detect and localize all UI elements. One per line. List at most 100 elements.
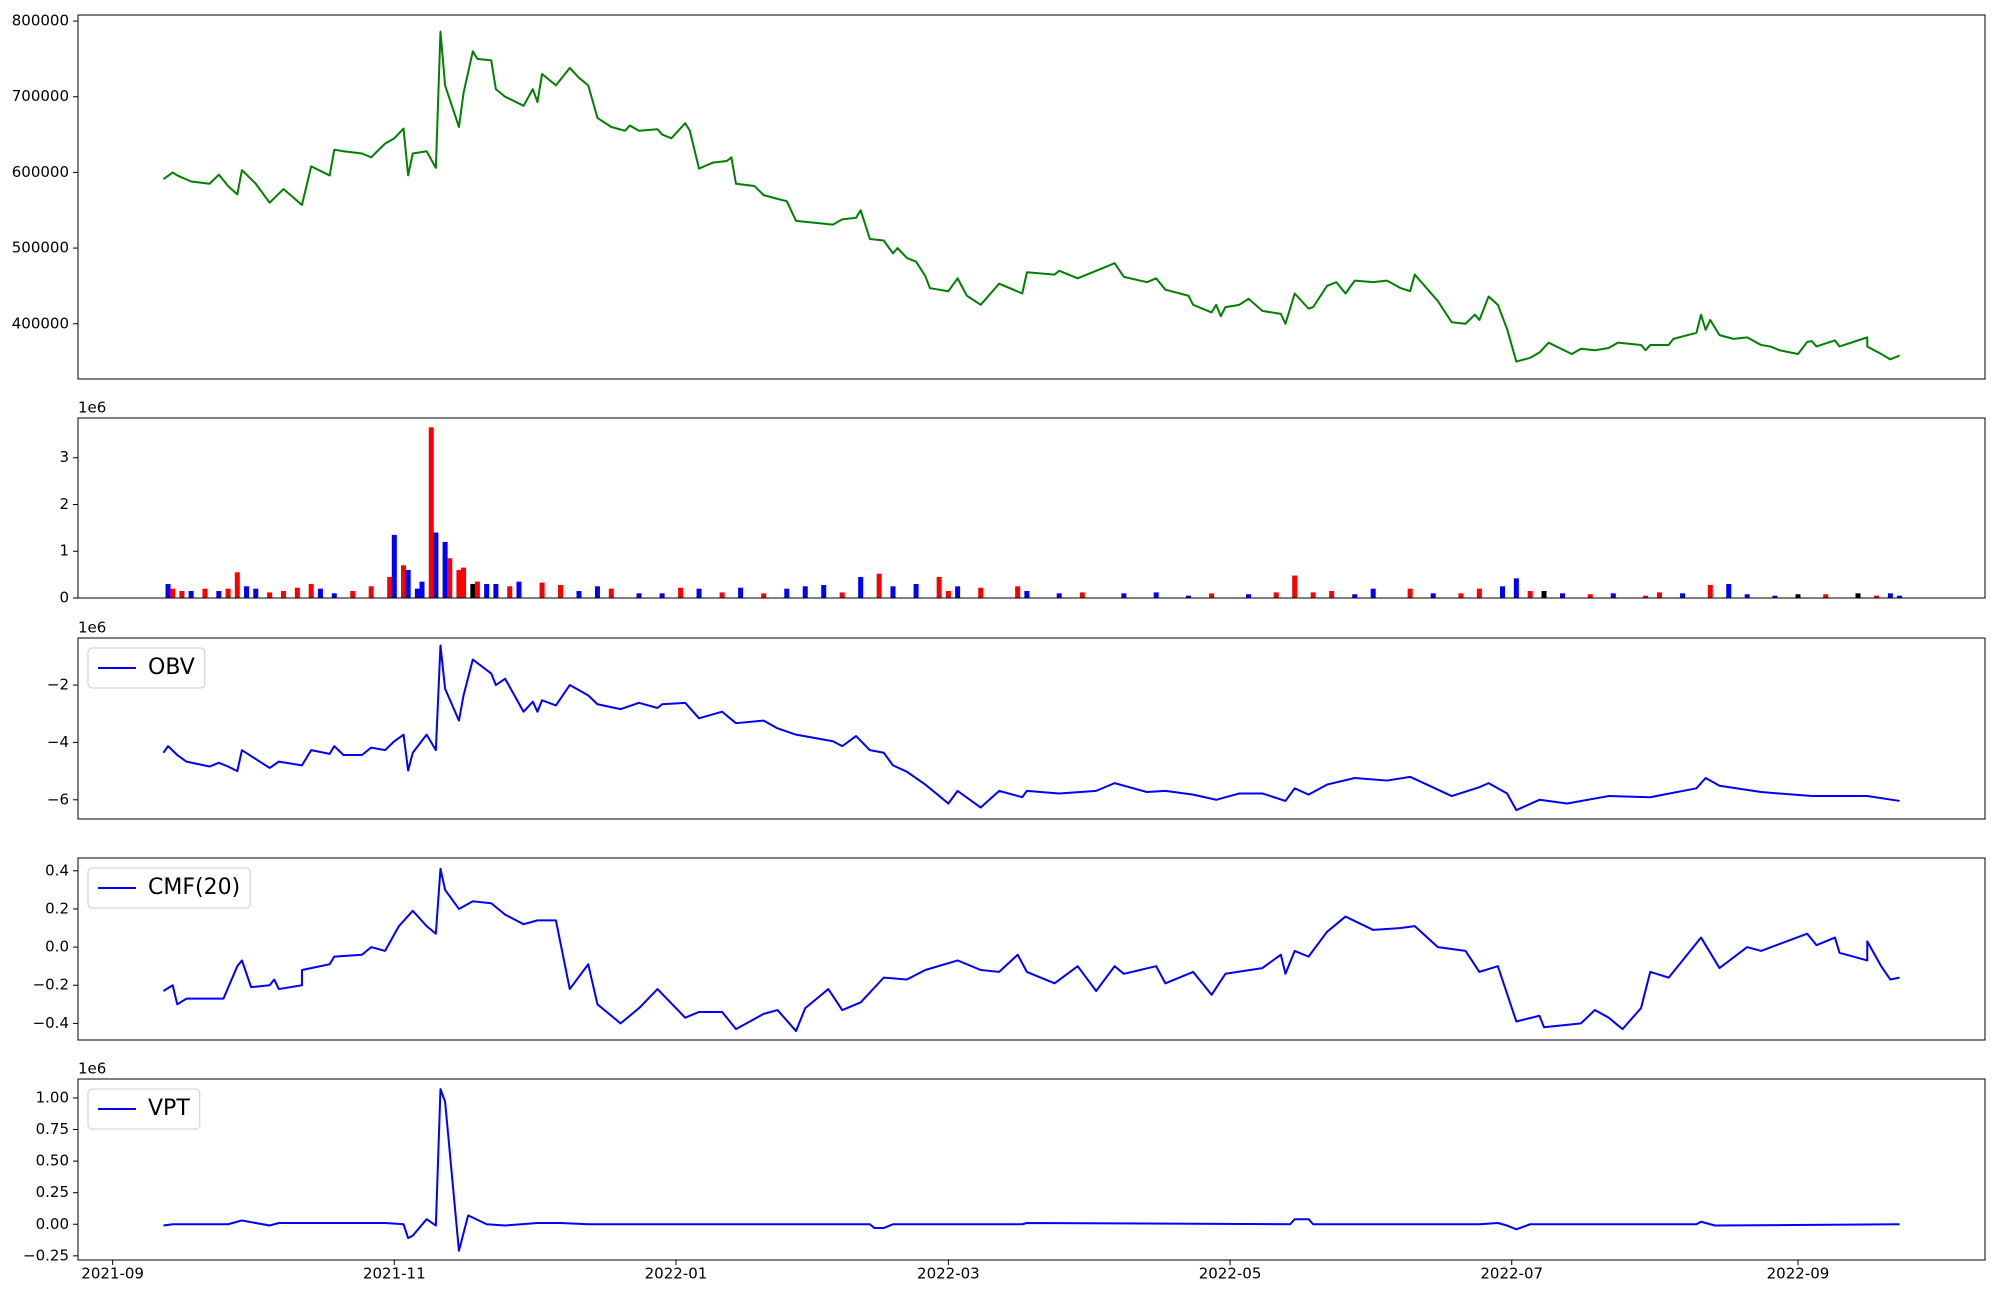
bar: [1273, 592, 1279, 598]
bar: [1541, 590, 1547, 598]
bar: [945, 590, 951, 598]
bar: [1329, 590, 1335, 598]
bar: [1527, 590, 1533, 598]
legend: OBV: [87, 647, 206, 689]
series-line: [162, 644, 1900, 812]
legend-label: CMF(20): [148, 875, 240, 900]
y-tick-label: 600000: [12, 163, 69, 181]
y-tick-label: 3: [59, 448, 69, 466]
panel: −0.25 0.00 0.25 0.50 0.75 1.00 2021-09 2021-11 2…: [23, 1060, 1986, 1283]
bar: [1656, 592, 1662, 598]
bar: [1887, 593, 1893, 598]
bar: [1610, 593, 1616, 598]
plot-area: [162, 30, 1900, 363]
bar: [1680, 593, 1686, 598]
bar: [165, 583, 171, 598]
x-tick-label: 2022-03: [917, 1265, 980, 1283]
x-tick-label: 2021-09: [81, 1265, 144, 1283]
bar: [1310, 592, 1316, 598]
plot-area: [162, 867, 1900, 1033]
bar: [1246, 594, 1252, 598]
bar: [1707, 584, 1713, 598]
y-tick-label: 700000: [12, 87, 69, 105]
y-tick-label: 0.50: [36, 1152, 69, 1170]
bar: [858, 576, 864, 598]
bar: [913, 583, 919, 598]
y-tick-label: 1.00: [36, 1088, 69, 1106]
offset-label: 1e6: [78, 619, 106, 637]
y-tick-label: 1: [59, 542, 69, 560]
y-tick-label: 0.2: [45, 899, 69, 917]
bar: [659, 593, 665, 598]
bar: [576, 590, 582, 598]
bar: [456, 569, 462, 598]
legend: CMF(20): [87, 867, 251, 909]
bar: [507, 586, 513, 598]
bar: [1407, 588, 1413, 598]
panel: 400000 500000 600000 700000 800000: [12, 12, 1986, 380]
panel: 0 1 2 3 1e6: [59, 399, 1986, 607]
bar: [516, 581, 522, 598]
axes-frame: [77, 857, 1986, 1041]
bar: [608, 588, 614, 598]
bar: [253, 588, 259, 598]
bar: [839, 592, 845, 598]
y-tick-label: −4: [47, 733, 69, 751]
y-tick-label: 0.0: [45, 938, 69, 956]
bar: [1772, 595, 1778, 598]
bar: [331, 593, 337, 598]
axes-frame: [77, 14, 1986, 380]
bar: [474, 581, 480, 598]
bar: [179, 590, 185, 598]
bar: [391, 534, 397, 598]
axes-frame: [77, 417, 1986, 599]
series-line: [162, 867, 1900, 1033]
x-tick-label: 2022-07: [1480, 1265, 1543, 1283]
bar: [761, 593, 767, 598]
bar: [784, 588, 790, 598]
bar: [202, 588, 208, 598]
bar: [387, 576, 393, 598]
x-tick-label: 2022-01: [645, 1265, 708, 1283]
legend-label: OBV: [148, 655, 195, 680]
bar: [1726, 583, 1732, 598]
bar: [493, 583, 499, 598]
bar: [719, 592, 725, 598]
legend: VPT: [87, 1088, 201, 1130]
bar: [308, 583, 314, 598]
bar: [188, 590, 194, 598]
bar: [170, 588, 176, 598]
x-tick-label: 2021-11: [363, 1265, 426, 1283]
bar: [461, 567, 467, 598]
bar: [433, 532, 439, 598]
y-tick-label: 0.4: [45, 861, 69, 879]
bar: [419, 581, 425, 598]
legend-box: [87, 647, 206, 689]
bar: [1079, 592, 1085, 598]
y-tick-label: −0.4: [33, 1014, 69, 1032]
bar: [317, 588, 323, 598]
axes-frame: [77, 1078, 1986, 1261]
bar: [484, 583, 490, 598]
bar: [738, 587, 744, 598]
bar: [414, 588, 420, 598]
bar: [978, 587, 984, 598]
bar: [1292, 575, 1298, 598]
bar: [1153, 592, 1159, 598]
bar: [244, 586, 250, 598]
y-tick-label: 0.00: [36, 1215, 69, 1233]
bar: [1855, 593, 1861, 598]
bar: [225, 588, 231, 598]
bar: [1643, 595, 1649, 598]
plot-area: [162, 644, 1900, 812]
offset-label: 1e6: [78, 399, 106, 417]
y-tick-label: −6: [47, 790, 69, 808]
legend-box: [87, 867, 251, 909]
y-tick-label: 2: [59, 495, 69, 513]
bar: [539, 582, 545, 598]
offset-label: 1e6: [78, 1060, 106, 1078]
legend-box: [87, 1088, 201, 1130]
y-tick-label: −0.25: [23, 1246, 69, 1264]
bar: [1430, 593, 1436, 598]
